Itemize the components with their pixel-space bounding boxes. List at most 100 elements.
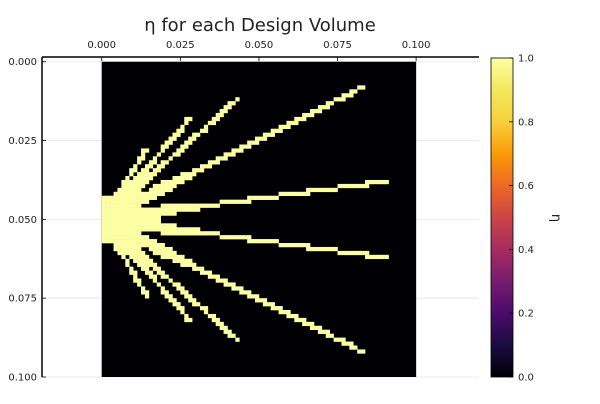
heatmap-cell xyxy=(160,231,165,236)
heatmap-cell xyxy=(211,203,216,208)
heatmap-cell xyxy=(152,227,158,232)
heatmap-cell xyxy=(141,191,146,197)
heatmap-cell xyxy=(262,298,268,303)
heatmap-cell xyxy=(270,306,275,311)
heatmap-cell xyxy=(144,223,150,228)
heatmap-cell xyxy=(160,286,165,291)
heatmap-cell xyxy=(258,298,264,303)
heatmap-cell xyxy=(125,183,130,189)
heatmap-cell xyxy=(215,274,220,279)
heatmap-cell xyxy=(101,231,106,236)
heatmap-cell xyxy=(101,199,106,204)
heatmap-cell xyxy=(219,321,224,327)
heatmap-cell xyxy=(184,203,189,208)
chart-title: η for each Design Volume xyxy=(144,15,376,36)
heatmap-cell xyxy=(211,231,216,236)
heatmap-cell xyxy=(152,168,158,173)
heatmap-cell xyxy=(270,195,275,200)
heatmap-cell xyxy=(310,109,315,114)
heatmap-cell xyxy=(117,191,122,197)
heatmap-cell xyxy=(333,246,338,252)
heatmap-cell xyxy=(262,136,268,141)
heatmap-cell xyxy=(144,266,150,271)
heatmap-cell xyxy=(188,136,193,141)
heatmap-cell xyxy=(144,219,150,224)
heatmap-cell xyxy=(141,211,146,216)
heatmap-cell xyxy=(341,93,346,98)
heatmap-cell xyxy=(113,235,118,240)
heatmap-cell xyxy=(121,219,126,224)
heatmap-cell xyxy=(101,227,106,232)
heatmap-cell xyxy=(133,223,138,228)
heatmap-cell xyxy=(235,199,240,204)
heatmap-cell xyxy=(266,132,272,137)
heatmap-cell xyxy=(164,290,169,295)
heatmap-cell xyxy=(168,254,173,260)
heatmap-cell xyxy=(251,294,256,299)
heatmap-cell xyxy=(192,136,197,141)
heatmap-cell xyxy=(164,207,169,212)
heatmap-cell xyxy=(105,211,110,216)
heatmap-cell xyxy=(125,207,130,212)
heatmap-cell xyxy=(137,183,142,189)
heatmap-cell xyxy=(129,254,134,260)
heatmap-cell xyxy=(101,207,106,212)
heatmap-cell xyxy=(384,179,389,185)
heatmap-cell xyxy=(176,179,181,185)
heatmap-cell xyxy=(172,176,177,181)
heatmap-cell xyxy=(156,207,161,212)
heatmap-cell xyxy=(148,176,154,181)
heatmap-cell xyxy=(196,168,201,173)
heatmap-cell xyxy=(168,294,173,299)
heatmap-cell xyxy=(144,254,150,260)
heatmap-cell xyxy=(168,223,173,228)
heatmap-cell xyxy=(180,148,185,153)
heatmap-cell xyxy=(113,239,118,244)
heatmap-cell xyxy=(137,231,142,236)
heatmap-cell xyxy=(133,164,138,169)
heatmap-cell xyxy=(137,160,142,165)
heatmap-cell xyxy=(231,101,236,106)
heatmap-cell xyxy=(329,187,334,193)
heatmap-cell xyxy=(129,199,134,204)
heatmap-cell xyxy=(141,235,146,240)
heatmap-cell xyxy=(133,254,138,260)
heatmap-cell xyxy=(125,246,130,252)
heatmap-cell xyxy=(144,172,150,177)
heatmap-cell xyxy=(188,258,193,264)
heatmap-cell xyxy=(152,160,158,165)
heatmap-cell xyxy=(137,215,142,220)
heatmap-cell xyxy=(129,219,134,224)
heatmap-cell xyxy=(125,176,130,181)
heatmap-cell xyxy=(164,227,169,232)
heatmap-cell xyxy=(239,144,244,149)
heatmap-cell xyxy=(160,270,165,275)
y-tick-label-3: 0.075 xyxy=(8,294,37,305)
heatmap-cell xyxy=(152,278,158,283)
heatmap-cell xyxy=(117,215,122,220)
heatmap-cell xyxy=(353,345,358,350)
colorbar-ticks: 0.0 0.2 0.4 0.6 0.8 1.0 xyxy=(509,54,534,384)
heatmap-cell xyxy=(180,176,185,181)
heatmap-cell xyxy=(180,203,185,208)
heatmap-cell xyxy=(137,250,142,256)
heatmap-cell xyxy=(282,124,287,130)
heatmap-cell xyxy=(325,105,330,110)
heatmap-cell xyxy=(219,112,224,118)
heatmap-cell xyxy=(219,109,224,114)
heatmap-cell xyxy=(176,231,181,236)
heatmap-cell xyxy=(199,266,205,271)
heatmap-cell xyxy=(113,191,118,197)
heatmap-cell xyxy=(247,235,252,240)
heatmap-cell xyxy=(270,132,275,137)
heatmap-cell xyxy=(172,136,177,141)
heatmap-cell xyxy=(223,278,228,283)
heatmap-cell xyxy=(133,274,138,279)
heatmap-cell xyxy=(313,246,319,252)
heatmap-cell xyxy=(117,219,122,224)
heatmap-cell xyxy=(109,203,114,208)
heatmap-cell xyxy=(184,116,189,122)
heatmap-cell xyxy=(129,266,134,271)
heatmap-cell xyxy=(337,183,342,189)
heatmap-cell xyxy=(380,179,385,185)
